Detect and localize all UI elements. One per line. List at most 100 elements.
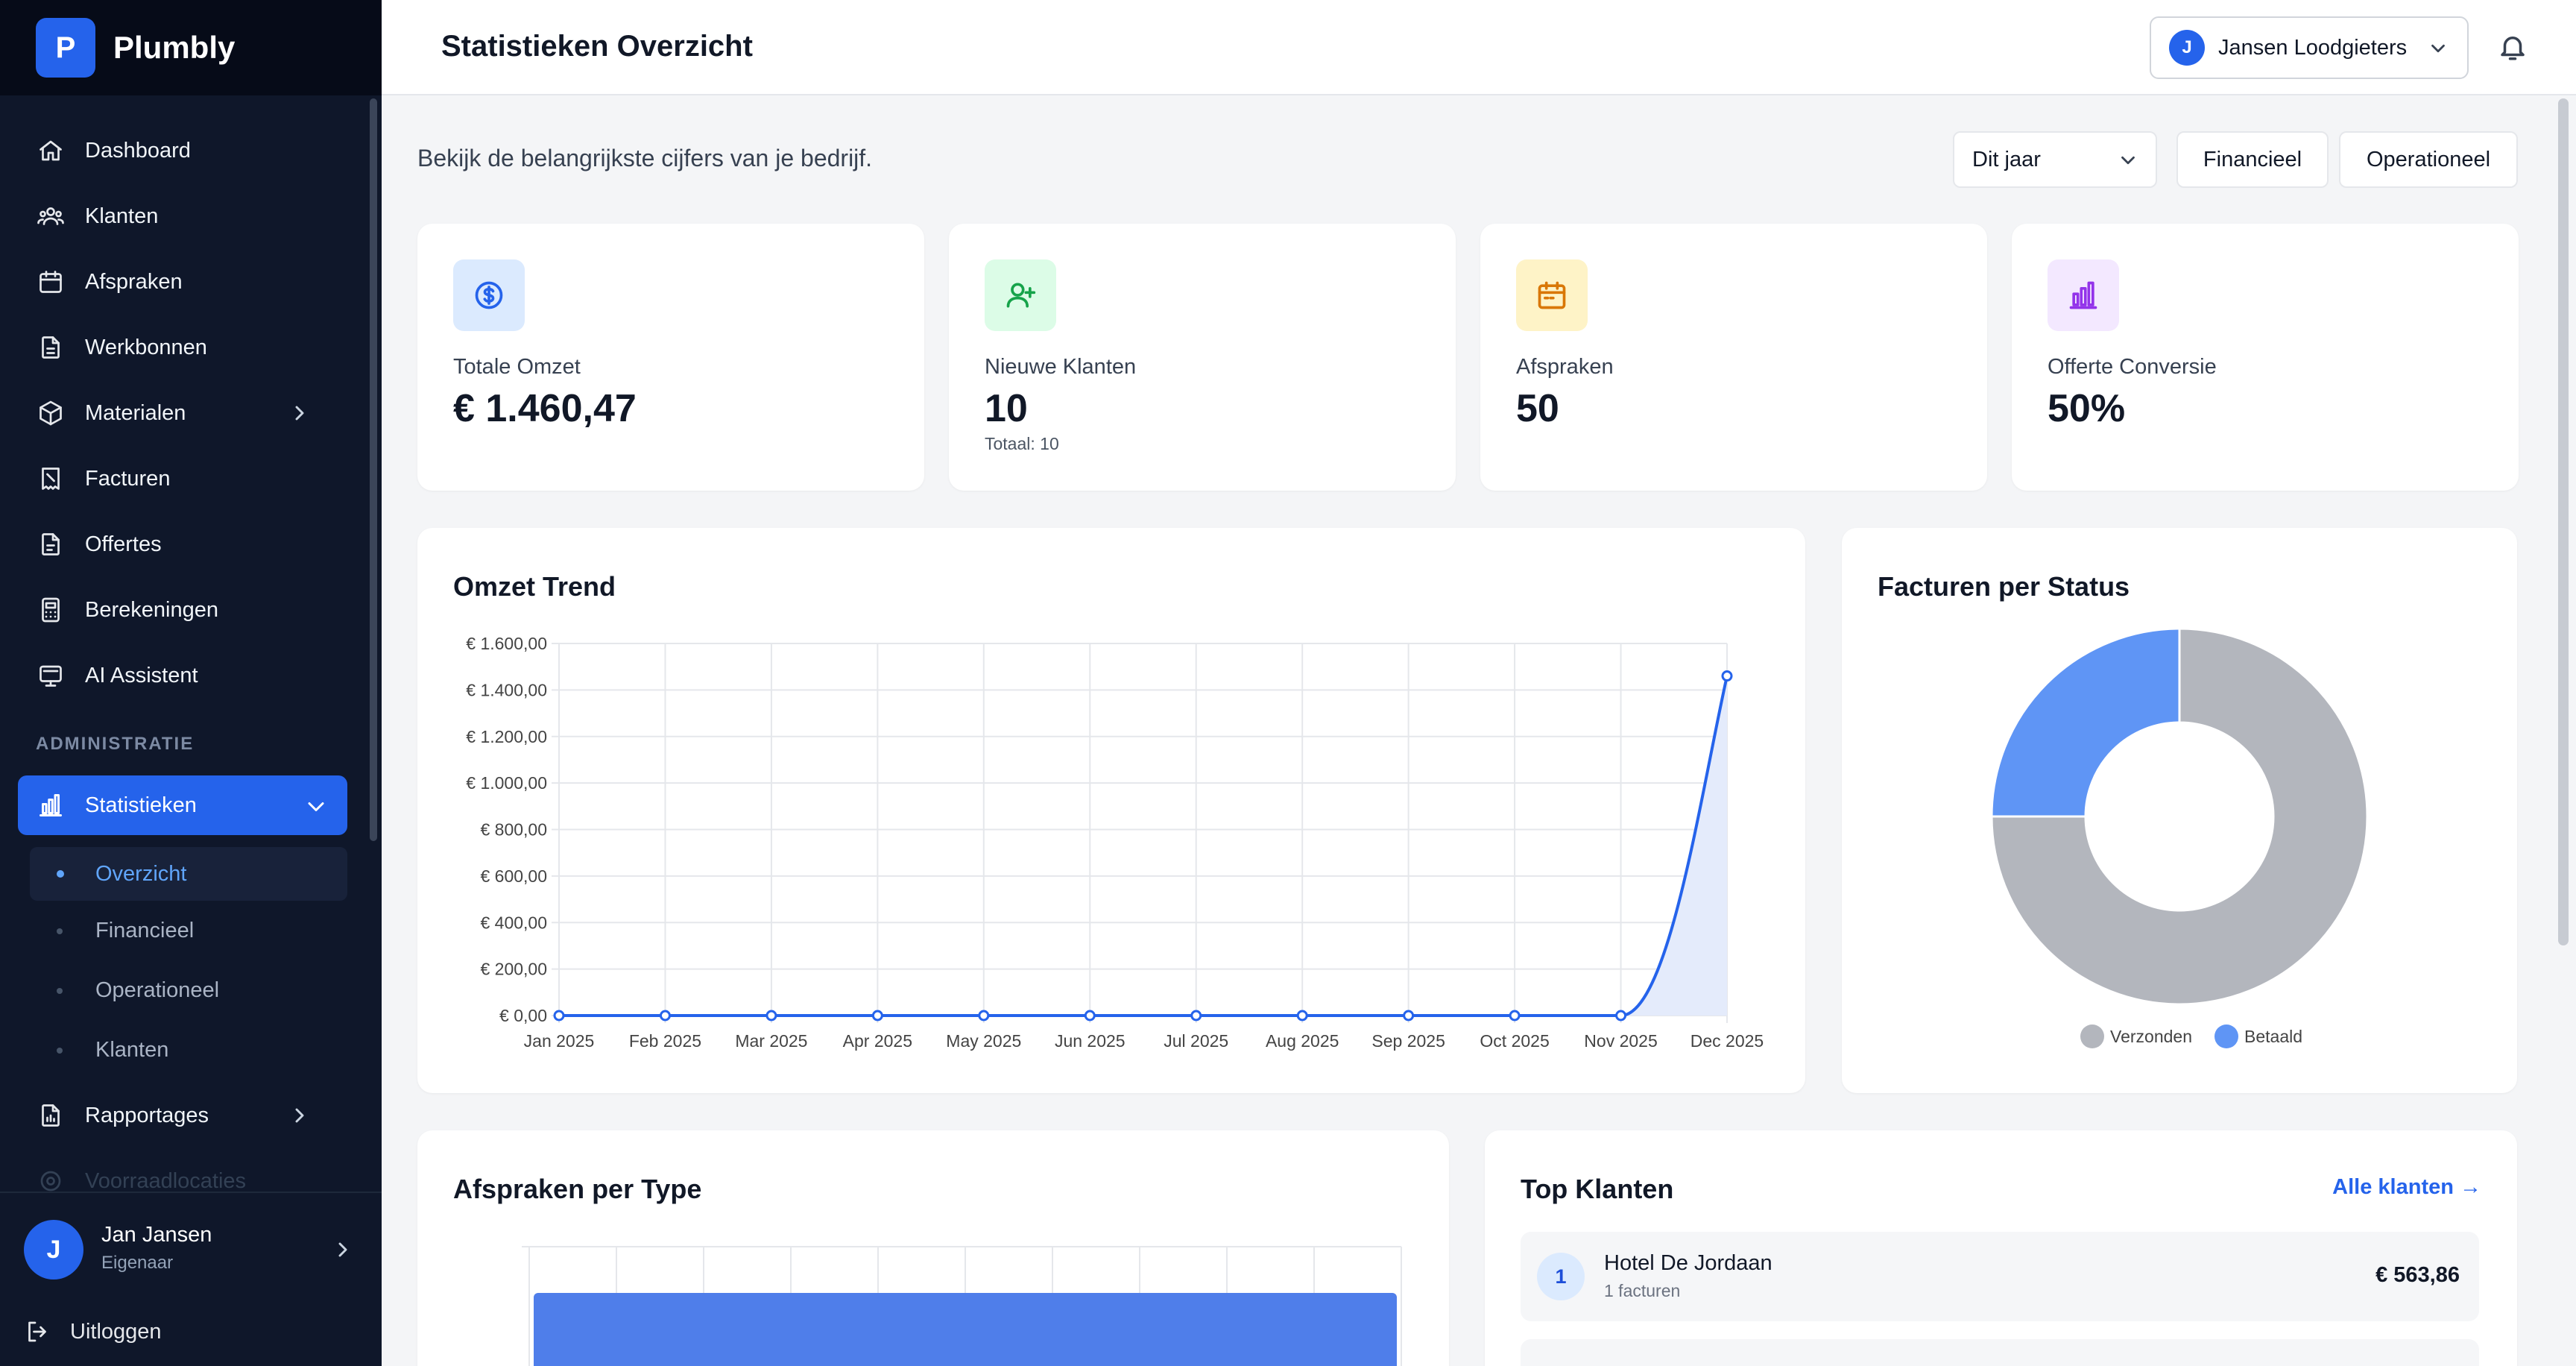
logout-label: Uitloggen bbox=[70, 1319, 162, 1344]
sidebar-item-label: Rapportages bbox=[85, 1103, 209, 1127]
x-tick-label: Jun 2025 bbox=[1055, 1031, 1126, 1051]
pie-slice bbox=[1990, 627, 2369, 1006]
section-label: ADMINISTRATIE bbox=[36, 734, 195, 754]
subnav-item-klanten[interactable]: Klanten bbox=[30, 1020, 347, 1080]
y-tick-label: € 800,00 bbox=[480, 820, 547, 840]
bar-chart-icon bbox=[37, 792, 64, 819]
subnav-item-label: Klanten bbox=[95, 1037, 169, 1062]
sidebar-item-voorraadlocaties[interactable]: Voorraadlocaties bbox=[0, 1148, 365, 1214]
file-icon bbox=[37, 334, 64, 361]
top-clients-card: Top Klanten Alle klanten → 1 Hotel De Jo… bbox=[1485, 1130, 2517, 1366]
chevron-down-icon bbox=[303, 793, 326, 817]
period-select[interactable]: Dit jaar bbox=[1953, 131, 2157, 188]
data-point bbox=[1190, 1010, 1202, 1022]
sidebar-item-materialen[interactable]: Materialen bbox=[0, 380, 365, 446]
sidebar-item-ai-assistent[interactable]: AI Assistent bbox=[0, 643, 365, 708]
calculator-icon bbox=[37, 597, 64, 623]
data-point bbox=[1403, 1010, 1415, 1022]
x-tick-label: Nov 2025 bbox=[1584, 1031, 1657, 1051]
sidebar-item-label: Klanten bbox=[85, 204, 159, 228]
subnav-item-operationeel[interactable]: Operationeel bbox=[30, 960, 347, 1020]
chevron-down-icon bbox=[2117, 149, 2139, 171]
sidebar-footer: J Jan Jansen Eigenaar Uitloggen bbox=[0, 1192, 382, 1366]
series-line bbox=[559, 676, 1729, 1017]
financial-button[interactable]: Financieel bbox=[2176, 131, 2329, 188]
x-tick-label: Sep 2025 bbox=[1371, 1031, 1445, 1051]
sidebar-item-facturen[interactable]: Facturen bbox=[0, 446, 365, 512]
y-tick-label: € 0,00 bbox=[499, 1006, 547, 1025]
sidebar-item-label: Dashboard bbox=[85, 138, 191, 163]
operational-button[interactable]: Operationeel bbox=[2339, 131, 2518, 188]
client-invoice-count: 1 facturen bbox=[1604, 1281, 1681, 1300]
brand[interactable]: P Plumbly bbox=[0, 0, 382, 95]
client-name: Hotel De Jordaan bbox=[1604, 1251, 1772, 1275]
main-nav: Dashboard Klanten Afspraken Werkbonnen M… bbox=[0, 118, 365, 708]
stat-card-revenue: Totale Omzet € 1.460,47 bbox=[417, 224, 924, 491]
sidebar-item-label: Werkbonnen bbox=[85, 335, 207, 359]
logout-icon bbox=[28, 1321, 46, 1342]
main-scrollbar[interactable] bbox=[2558, 98, 2569, 945]
sidebar-item-afspraken[interactable]: Afspraken bbox=[0, 249, 365, 315]
chevron-right-icon[interactable] bbox=[331, 1238, 355, 1262]
sidebar-item-berekeningen[interactable]: Berekeningen bbox=[0, 577, 365, 643]
x-tick-label: Jan 2025 bbox=[524, 1031, 595, 1051]
card-title: Afspraken per Type bbox=[453, 1174, 702, 1204]
monitor-icon bbox=[37, 662, 64, 689]
receipt-icon bbox=[37, 465, 64, 492]
bell-icon[interactable] bbox=[2497, 31, 2528, 63]
x-tick-label: Dec 2025 bbox=[1690, 1031, 1764, 1051]
stat-label: Offerte Conversie bbox=[2048, 355, 2217, 379]
sidebar-scrollbar[interactable] bbox=[370, 98, 377, 841]
sidebar-item-rapportages[interactable]: Rapportages bbox=[0, 1083, 365, 1148]
sidebar-item-klanten[interactable]: Klanten bbox=[0, 183, 365, 249]
x-tick-label: Mar 2025 bbox=[735, 1031, 807, 1051]
bullet-icon bbox=[57, 988, 63, 994]
statistieken-subnav: Overzicht Financieel Operationeel Klante… bbox=[30, 847, 347, 1080]
user-role: Eigenaar bbox=[101, 1253, 174, 1273]
sidebar-item-statistieken[interactable]: Statistieken bbox=[18, 775, 347, 835]
stat-value: 50 bbox=[1516, 387, 1559, 430]
x-tick-label: Feb 2025 bbox=[629, 1031, 701, 1051]
logout-button[interactable]: Uitloggen bbox=[24, 1318, 162, 1345]
legend-marker bbox=[2214, 1024, 2238, 1048]
location-icon bbox=[37, 1168, 64, 1195]
user-plus-icon bbox=[985, 259, 1056, 331]
subnav-item-financieel[interactable]: Financieel bbox=[30, 901, 347, 960]
brand-name: Plumbly bbox=[113, 30, 236, 65]
y-tick-label: € 200,00 bbox=[480, 960, 547, 979]
sidebar-item-label: Materialen bbox=[85, 400, 186, 425]
bullet-icon bbox=[57, 1048, 63, 1054]
x-tick-label: Jul 2025 bbox=[1164, 1031, 1228, 1051]
data-point bbox=[1084, 1010, 1096, 1022]
subnav-item-overzicht[interactable]: Overzicht bbox=[30, 847, 347, 901]
stat-card-quote-conversion: Offerte Conversie 50% bbox=[2012, 224, 2519, 491]
users-icon bbox=[37, 203, 64, 230]
chevron-right-icon bbox=[288, 401, 312, 425]
y-tick-label: € 600,00 bbox=[480, 866, 547, 886]
user-name[interactable]: Jan Jansen bbox=[101, 1223, 212, 1247]
data-point bbox=[1296, 1010, 1308, 1022]
all-clients-link[interactable]: Alle klanten → bbox=[2332, 1175, 2481, 1199]
subnav-item-label: Overzicht bbox=[95, 861, 187, 886]
data-point bbox=[1615, 1010, 1627, 1022]
data-point bbox=[871, 1010, 883, 1022]
pie-slice bbox=[1990, 627, 2181, 818]
list-item[interactable] bbox=[1521, 1339, 2479, 1366]
avatar[interactable]: J bbox=[24, 1220, 83, 1280]
client-amount: € 563,86 bbox=[2375, 1263, 2460, 1287]
sidebar-item-label: Voorraadlocaties bbox=[85, 1168, 247, 1193]
box-icon bbox=[37, 400, 64, 427]
list-item[interactable]: 1 Hotel De Jordaan 1 facturen € 563,86 bbox=[1521, 1232, 2479, 1321]
sidebar-item-werkbonnen[interactable]: Werkbonnen bbox=[0, 315, 365, 380]
sidebar-item-dashboard[interactable]: Dashboard bbox=[0, 118, 365, 183]
sidebar-item-offertes[interactable]: Offertes bbox=[0, 512, 365, 577]
stat-value: 50% bbox=[2048, 387, 2126, 430]
report-icon bbox=[37, 1102, 64, 1129]
data-point bbox=[1721, 670, 1733, 682]
bar bbox=[534, 1293, 1397, 1366]
company-selector[interactable]: J Jansen Loodgieters bbox=[2150, 16, 2469, 79]
y-tick-label: € 1.200,00 bbox=[466, 727, 547, 746]
stat-value: € 1.460,47 bbox=[453, 387, 637, 430]
invoice-status-card: Facturen per Status Verzonden Betaald bbox=[1842, 528, 2517, 1093]
header: Statistieken Overzicht J Jansen Loodgiet… bbox=[382, 0, 2576, 95]
